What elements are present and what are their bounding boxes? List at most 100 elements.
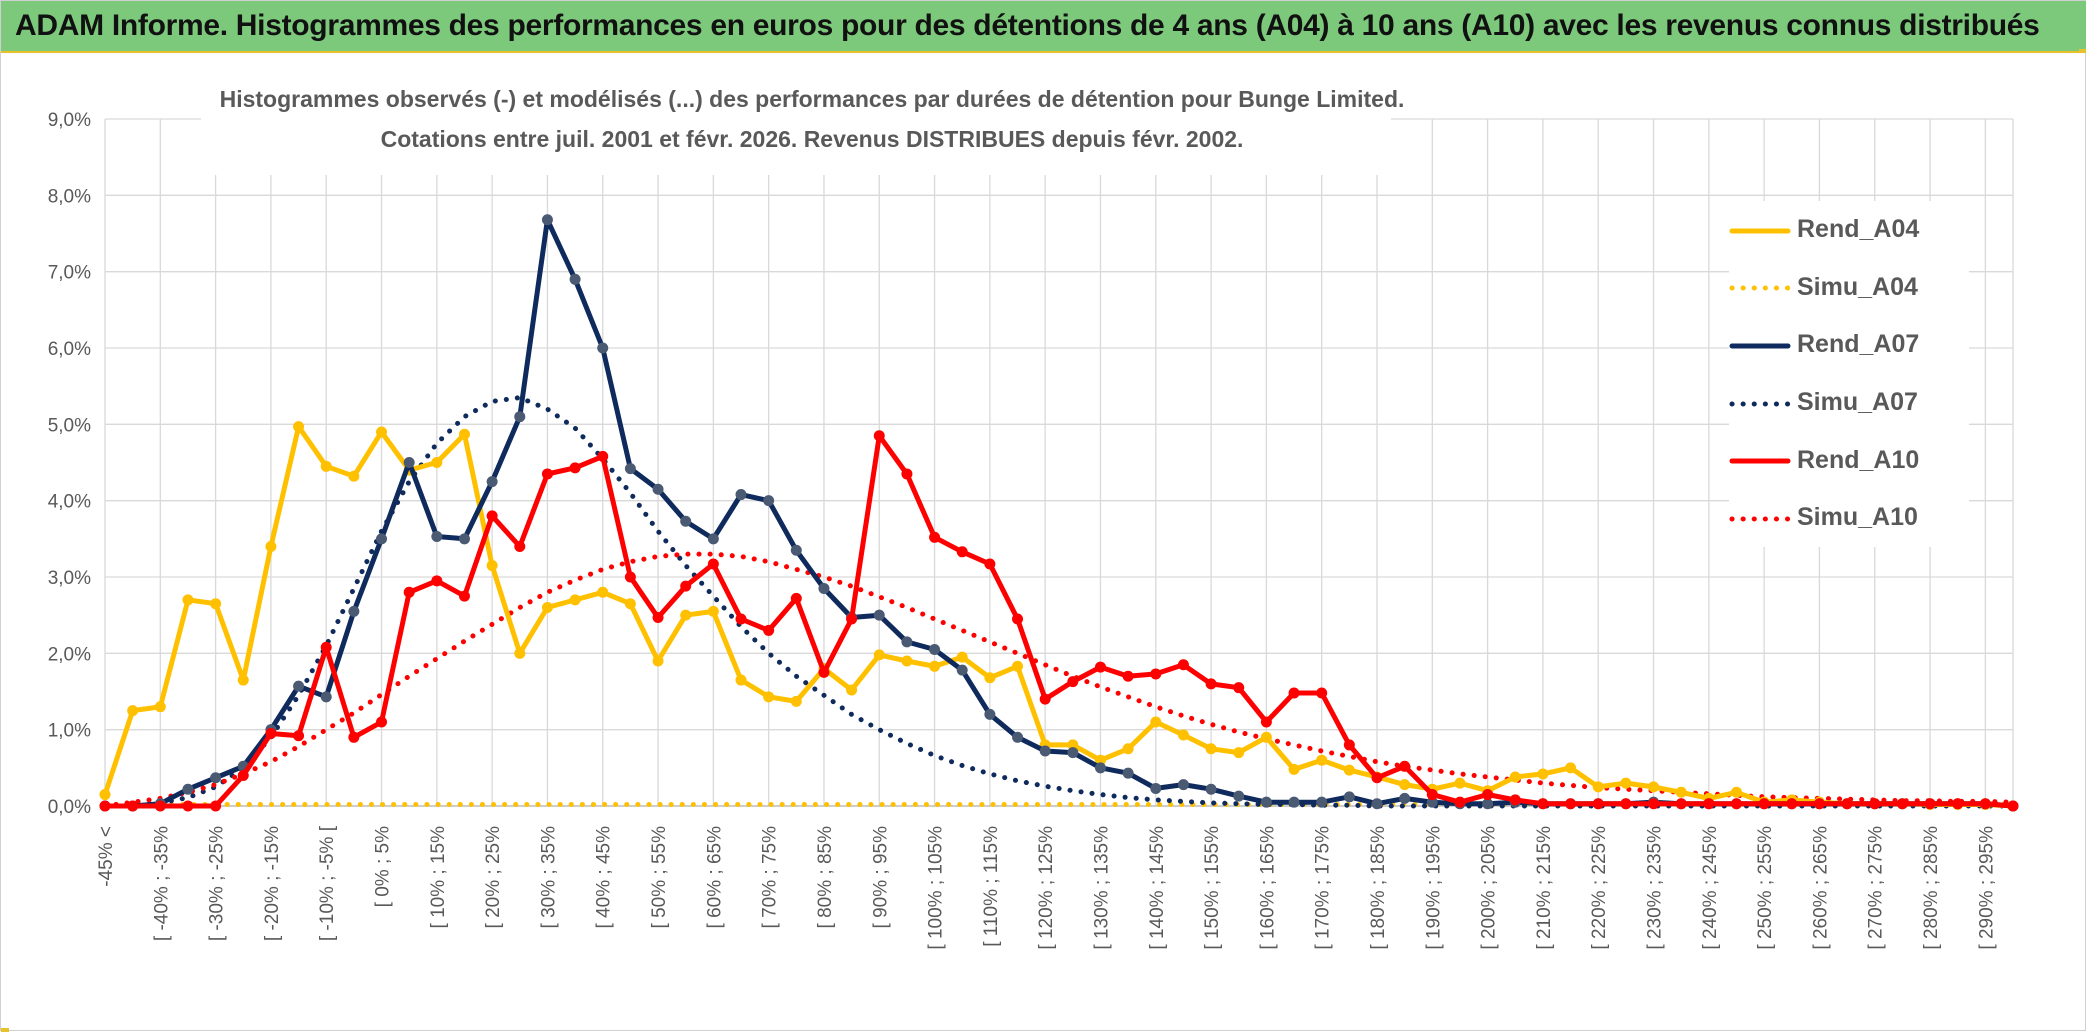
legend-label: Simu_A07	[1797, 388, 1918, 417]
data-point-rend-a07	[1094, 762, 1106, 774]
data-point-rend-a07	[1482, 798, 1494, 810]
data-point-rend-a07	[458, 533, 470, 545]
data-point-rend-a07	[873, 609, 885, 621]
data-point-rend-a07	[1399, 792, 1411, 804]
data-point-rend-a10	[1565, 798, 1577, 810]
x-tick-label: [ 40% ; 45%	[594, 826, 615, 929]
data-point-rend-a10	[1205, 678, 1217, 690]
x-tick-label: [ 250% ; 255%	[1755, 826, 1776, 950]
data-point-rend-a07	[818, 582, 830, 594]
data-point-rend-a10	[818, 666, 830, 678]
x-tick-label: [ -40% ; -35%	[151, 826, 172, 941]
data-point-rend-a04	[569, 594, 581, 606]
data-point-rend-a10	[763, 624, 775, 636]
x-tick-label: [ 50% ; 55%	[649, 826, 670, 929]
x-tick-label: [ 80% ; 85%	[815, 826, 836, 929]
data-point-rend-a10	[348, 731, 360, 743]
data-point-rend-a07	[1233, 790, 1245, 802]
data-point-rend-a10	[127, 800, 139, 812]
data-point-rend-a04	[1260, 731, 1272, 743]
series-line-rend-a07	[105, 217, 2014, 809]
data-point-rend-a07	[486, 476, 498, 488]
data-point-rend-a04	[1675, 786, 1687, 798]
x-tick-label: [ 240% ; 245%	[1700, 826, 1721, 950]
data-point-rend-a10	[1924, 798, 1936, 810]
data-point-rend-a07	[652, 483, 664, 495]
legend-label: Simu_A04	[1797, 272, 1918, 301]
data-point-rend-a04	[763, 691, 775, 703]
data-point-rend-a10	[1703, 798, 1715, 810]
x-tick-label: [ -30% ; -25%	[207, 826, 228, 941]
legend-item-simu-a04: Simu_A04	[1729, 259, 1969, 317]
x-tick-label: [ 200% ; 205%	[1479, 826, 1500, 950]
data-point-rend-a10	[1813, 798, 1825, 810]
page-title: ADAM Informe. Histogrammes des performan…	[15, 9, 2040, 42]
data-point-rend-a10	[735, 613, 747, 625]
data-point-rend-a07	[293, 680, 305, 692]
data-point-rend-a04	[1233, 747, 1245, 759]
data-point-rend-a04	[486, 560, 498, 572]
y-axis: 0,0% 1,0% 2,0% 3,0% 4,0% 5,0% 6,0% 7,0% 8,0% 9,0%	[48, 110, 91, 818]
data-point-rend-a10	[1537, 798, 1549, 810]
data-point-rend-a07	[707, 533, 719, 545]
data-point-rend-a04	[1620, 777, 1632, 789]
y-tick-label: 1,0%	[48, 721, 91, 742]
data-point-rend-a04	[376, 426, 388, 438]
data-point-rend-a10	[376, 716, 388, 728]
data-point-rend-a04	[1399, 779, 1411, 791]
data-point-rend-a04	[514, 647, 526, 659]
data-point-rend-a10	[1233, 682, 1245, 694]
data-point-rend-a04	[1316, 754, 1328, 766]
chart-subtitle: Cotations entre juil. 2001 et févr. 2026…	[381, 126, 1244, 152]
data-point-rend-a04	[873, 649, 885, 661]
data-point-rend-a07	[624, 463, 636, 475]
data-point-rend-a10	[956, 546, 968, 558]
x-tick-label: [ 30% ; 35%	[538, 826, 559, 929]
data-point-rend-a07	[182, 783, 194, 795]
data-point-rend-a04	[541, 602, 553, 614]
y-tick-label: 0,0%	[48, 797, 91, 818]
data-point-rend-a04	[1150, 716, 1162, 728]
legend-label: Simu_A10	[1797, 503, 1918, 532]
data-point-rend-a07	[403, 457, 415, 468]
data-point-rend-a04	[984, 672, 996, 684]
legend-swatch-rend-a07	[1729, 343, 1791, 349]
data-point-rend-a10	[1730, 798, 1742, 810]
data-point-rend-a10	[1482, 789, 1494, 801]
data-point-rend-a04	[846, 684, 858, 696]
data-point-rend-a10	[846, 613, 858, 625]
data-point-rend-a04	[1288, 763, 1300, 775]
data-point-rend-a10	[597, 450, 609, 462]
data-point-rend-a07	[514, 411, 526, 423]
data-point-rend-a10	[458, 590, 470, 602]
data-point-rend-a07	[569, 273, 581, 285]
data-point-rend-a10	[403, 586, 415, 598]
x-tick-label: -45% <	[96, 826, 117, 887]
data-point-rend-a10	[541, 468, 553, 480]
corner-accent	[1, 1028, 9, 1032]
data-point-rend-a07	[763, 495, 775, 507]
data-point-rend-a10	[154, 800, 166, 812]
data-point-rend-a10	[1012, 613, 1024, 625]
data-point-rend-a10	[1150, 668, 1162, 680]
data-point-rend-a10	[790, 592, 802, 604]
x-tick-label: [ 70% ; 75%	[760, 826, 781, 929]
data-point-rend-a10	[431, 575, 443, 587]
data-point-rend-a07	[1012, 731, 1024, 743]
data-point-rend-a10	[1260, 716, 1272, 728]
data-point-rend-a10	[1841, 798, 1853, 810]
legend-swatch-simu-a10	[1729, 516, 1791, 522]
data-point-rend-a10	[652, 611, 664, 623]
data-point-rend-a07	[1122, 767, 1134, 779]
data-point-rend-a10	[873, 430, 885, 442]
data-point-rend-a10	[1758, 798, 1770, 810]
data-point-rend-a10	[1979, 798, 1991, 810]
x-tick-label: [ 60% ; 65%	[704, 826, 725, 929]
data-point-rend-a07	[984, 708, 996, 720]
data-point-rend-a04	[956, 651, 968, 663]
data-point-rend-a07	[790, 544, 802, 556]
data-point-rend-a10	[1177, 659, 1189, 671]
x-tick-label: [ 110% ; 115%	[981, 826, 1002, 947]
x-tick-label: [ 140% ; 145%	[1147, 826, 1168, 950]
